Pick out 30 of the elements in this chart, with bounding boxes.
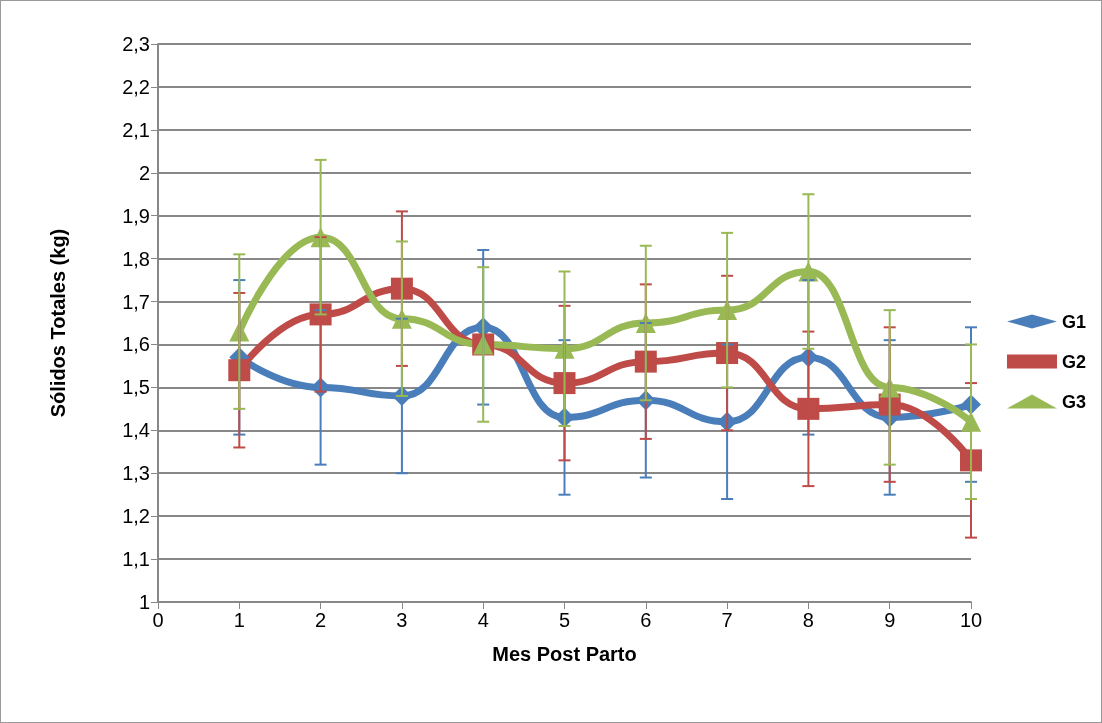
x-tick-label: 1 bbox=[233, 609, 245, 631]
y-tick-label: 1,5 bbox=[122, 376, 150, 399]
x-tick-label: 9 bbox=[884, 609, 896, 631]
x-tick-label: 5 bbox=[558, 609, 571, 631]
legend-label: G3 bbox=[1061, 391, 1086, 412]
x-axis-title: Mes Post Parto bbox=[492, 643, 637, 665]
x-tick-label: 6 bbox=[640, 609, 652, 631]
y-tick-label: 2,1 bbox=[122, 118, 150, 141]
x-tick-label: 10 bbox=[959, 609, 983, 631]
x-tick-label: 2 bbox=[315, 609, 327, 631]
y-tick-label: 2,3 bbox=[122, 33, 150, 55]
y-tick-label: 1,6 bbox=[122, 333, 150, 356]
y-tick-label: 1,2 bbox=[122, 505, 150, 528]
x-tick-label: 4 bbox=[477, 609, 489, 631]
y-tick-label: 1,7 bbox=[122, 290, 150, 313]
x-tick-label: 8 bbox=[802, 609, 814, 631]
x-tick-label: 3 bbox=[396, 609, 408, 631]
legend-label: G1 bbox=[1061, 311, 1086, 332]
y-tick-label: 1 bbox=[138, 591, 150, 613]
legend-label: G2 bbox=[1061, 351, 1086, 372]
y-tick-label: 1,9 bbox=[122, 204, 150, 227]
x-tick-label: 7 bbox=[721, 609, 733, 631]
y-tick-label: 1,4 bbox=[122, 419, 150, 442]
x-tick-label: 0 bbox=[152, 609, 164, 631]
y-tick-label: 1,1 bbox=[122, 548, 150, 571]
y-tick-label: 2 bbox=[138, 161, 150, 184]
y-axis-title: Sólidos Totales (kg) bbox=[47, 228, 69, 418]
y-tick-label: 1,8 bbox=[122, 247, 150, 270]
y-tick-label: 1,3 bbox=[122, 462, 150, 485]
y-tick-label: 2,2 bbox=[122, 75, 150, 98]
